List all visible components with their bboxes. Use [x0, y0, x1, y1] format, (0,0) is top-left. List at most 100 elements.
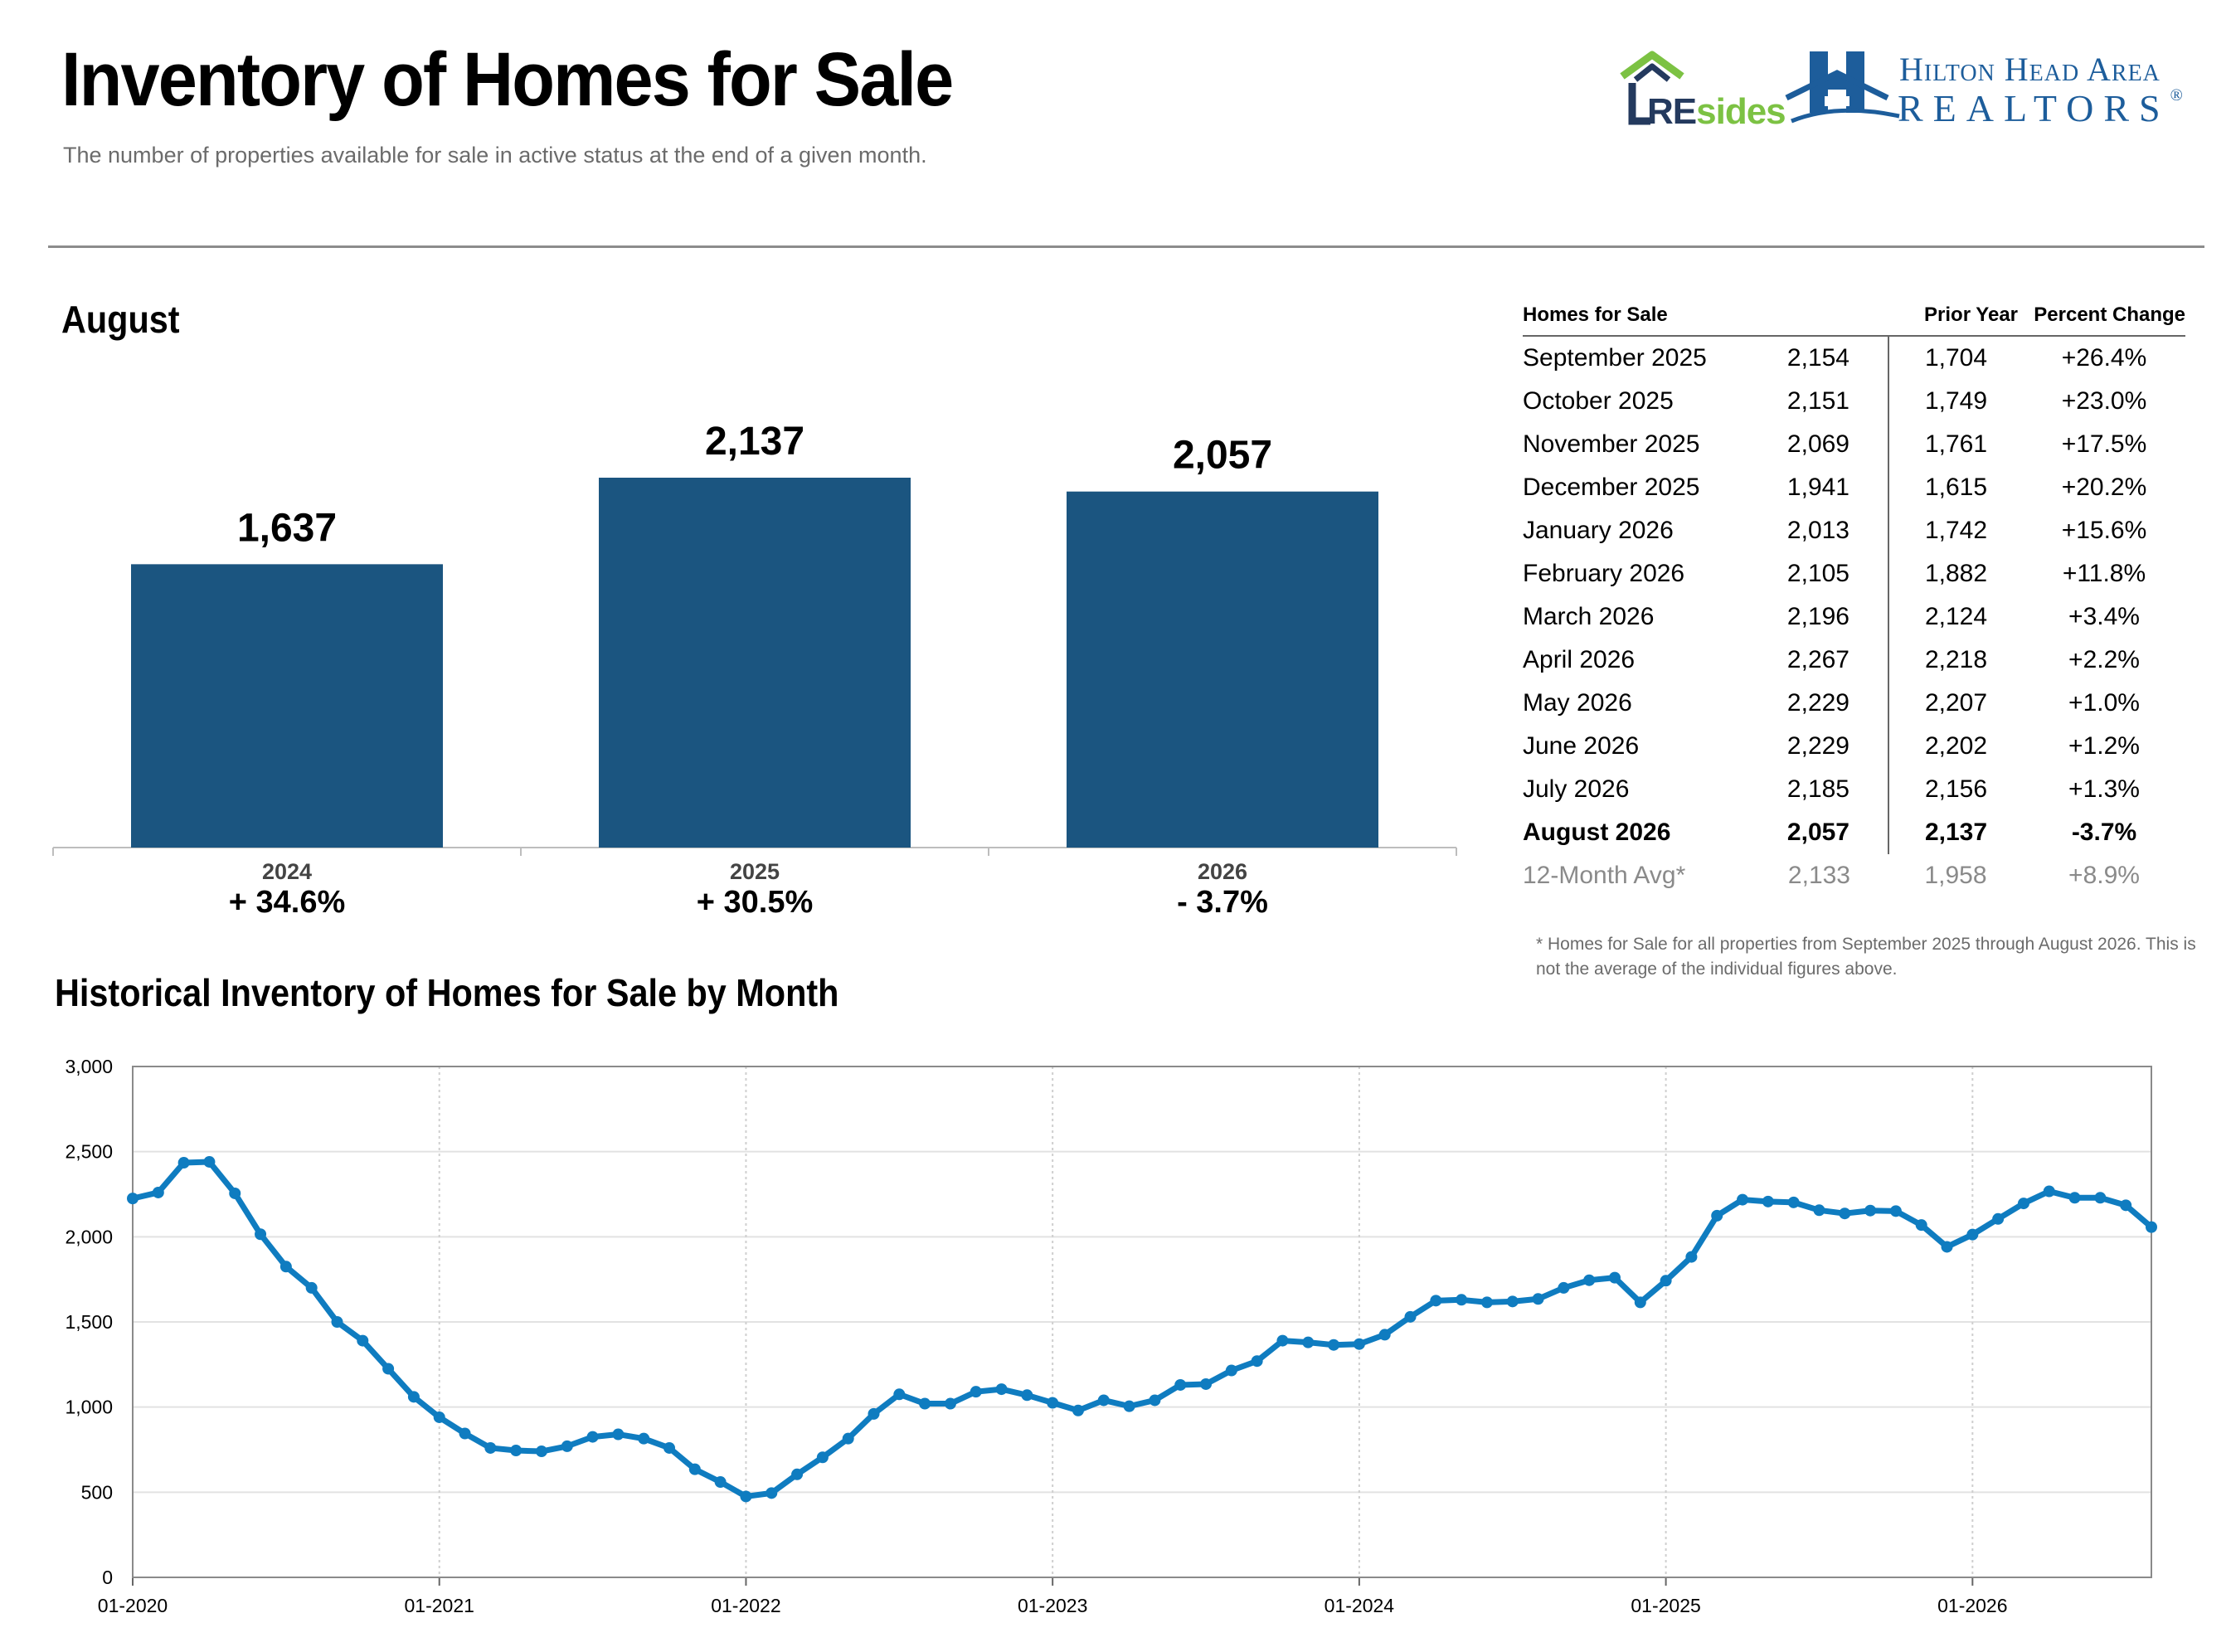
bar-category-label: 2025 [730, 859, 780, 884]
cell-percent-change: +2.2% [2068, 646, 2140, 673]
cell-current: 2,185 [1786, 775, 1849, 803]
cell-prior-year: 1,742 [1888, 509, 2023, 552]
cell-month: February 2026 [1523, 560, 1685, 587]
table-row: April 2026 2,267 2,218 +2.2% [1523, 639, 2185, 682]
inventory-data-point [1762, 1195, 1774, 1207]
cell-percent-change: +1.0% [2068, 689, 2140, 717]
y-tick-label: 1,000 [65, 1397, 113, 1418]
inventory-data-point [714, 1476, 727, 1489]
inventory-data-point [1608, 1271, 1621, 1284]
cell-current: 2,267 [1786, 646, 1849, 673]
cell-month: November 2025 [1523, 430, 1700, 458]
table-row: June 2026 2,229 2,202 +1.2% [1523, 725, 2185, 768]
y-tick-label: 3,000 [65, 1056, 113, 1077]
inventory-data-point [995, 1383, 1008, 1396]
bar-2024 [131, 564, 443, 848]
cell-current: 2,057 [1786, 819, 1849, 846]
bar-value-label: 2,137 [705, 420, 804, 464]
table-footnote: * Homes for Sale for all properties from… [1536, 935, 2196, 979]
inventory-data-point [1456, 1294, 1468, 1306]
table-row: May 2026 2,229 2,207 +1.0% [1523, 682, 2185, 725]
cell-month: June 2026 [1523, 732, 1640, 760]
inventory-data-point [919, 1397, 931, 1410]
inventory-data-point [1430, 1295, 1442, 1307]
cell-prior-year: 1,615 [1888, 466, 2023, 509]
bar-2025 [599, 478, 911, 848]
inventory-data-point [1378, 1329, 1391, 1341]
x-tick-label: 01-2021 [405, 1595, 474, 1616]
inventory-data-point [842, 1432, 854, 1445]
inventory-data-point [1404, 1310, 1417, 1323]
inventory-data-point [1480, 1296, 1493, 1309]
inventory-data-point [816, 1451, 829, 1464]
table-row: December 2025 1,941 1,615 +20.2% [1523, 466, 2185, 509]
inventory-data-point [868, 1407, 880, 1420]
inventory-data-point [1634, 1296, 1646, 1309]
bar-value-label: 1,637 [237, 506, 337, 550]
inventory-data-point [203, 1155, 216, 1168]
bar-category-label: 2024 [262, 859, 312, 884]
cell-current: 2,229 [1786, 732, 1849, 760]
table-row: November 2025 2,069 1,761 +17.5% [1523, 423, 2185, 466]
cell-prior-year: 1,749 [1888, 380, 2023, 423]
table-row: July 2026 2,185 2,156 +1.3% [1523, 768, 2185, 811]
cell-month: August 2026 [1523, 819, 1671, 846]
inventory-data-point [740, 1490, 752, 1503]
inventory-data-point [1558, 1281, 1570, 1294]
header-prior-year: Prior Year [1888, 294, 2023, 337]
cell-prior-year: 2,156 [1888, 768, 2023, 811]
inventory-data-point [1941, 1241, 1953, 1253]
inventory-data-point [1072, 1404, 1084, 1416]
inventory-data-point [1889, 1205, 1902, 1217]
resides-re: RE [1647, 91, 1697, 132]
y-tick-label: 0 [102, 1567, 113, 1588]
cell-percent-change: +23.0% [2061, 387, 2147, 415]
table-row: August 2026 2,057 2,137 -3.7% [1523, 811, 2185, 854]
inventory-data-point [255, 1228, 267, 1241]
inventory-data-point [1839, 1207, 1851, 1220]
page-title: Inventory of Homes for Sale [61, 37, 954, 122]
inventory-data-point [1149, 1394, 1161, 1407]
cell-percent-change: +1.3% [2068, 775, 2140, 803]
bar-change-label: + 34.6% [229, 885, 346, 920]
cell-percent-change: +1.2% [2068, 732, 2140, 760]
inventory-data-point [1711, 1209, 1723, 1222]
inventory-data-point [279, 1261, 292, 1273]
cell-prior-year: 1,704 [1888, 336, 2023, 380]
page-subtitle: The number of properties available for s… [63, 143, 927, 168]
inventory-data-point [1506, 1295, 1519, 1308]
y-tick-label: 2,000 [65, 1226, 113, 1247]
inventory-data-point [1787, 1196, 1800, 1208]
inventory-data-point [1685, 1251, 1698, 1263]
cell-month: December 2025 [1523, 474, 1700, 501]
cell-month: October 2025 [1523, 387, 1674, 415]
inventory-data-point [127, 1193, 139, 1205]
header-current [1772, 294, 1888, 337]
cell-percent-change: +17.5% [2061, 430, 2147, 458]
table-avg-row: 12-Month Avg* 2,133 1,958 +8.9% [1523, 854, 2185, 897]
inventory-data-point [2017, 1198, 2029, 1210]
month-section-title: August [61, 298, 180, 341]
inventory-data-point [1966, 1228, 1979, 1241]
inventory-data-point [459, 1427, 471, 1440]
table-header-row: Homes for Sale Prior Year Percent Change [1523, 294, 2185, 337]
inventory-data-point [1047, 1397, 1059, 1409]
inventory-data-point [1532, 1293, 1544, 1305]
cell-month: 12-Month Avg* [1523, 862, 1686, 889]
cell-percent-change: +8.9% [2068, 862, 2140, 889]
cell-prior-year: 2,124 [1888, 595, 2023, 639]
inventory-data-point [586, 1431, 599, 1443]
inventory-data-point [1174, 1378, 1187, 1391]
inventory-data-point [1660, 1275, 1672, 1287]
inventory-data-point [1737, 1193, 1749, 1206]
inventory-data-point [893, 1388, 906, 1401]
history-section-title: Historical Inventory of Homes for Sale b… [55, 971, 839, 1014]
inventory-data-point [2043, 1185, 2055, 1198]
inventory-data-point [1251, 1355, 1263, 1368]
inventory-data-point [433, 1411, 445, 1423]
cell-percent-change: +20.2% [2061, 474, 2147, 501]
plot-frame [132, 1066, 2152, 1578]
header-percent-change: Percent Change [2023, 294, 2185, 337]
cell-month: April 2026 [1523, 646, 1636, 673]
cell-prior-year: 2,218 [1888, 639, 2023, 682]
